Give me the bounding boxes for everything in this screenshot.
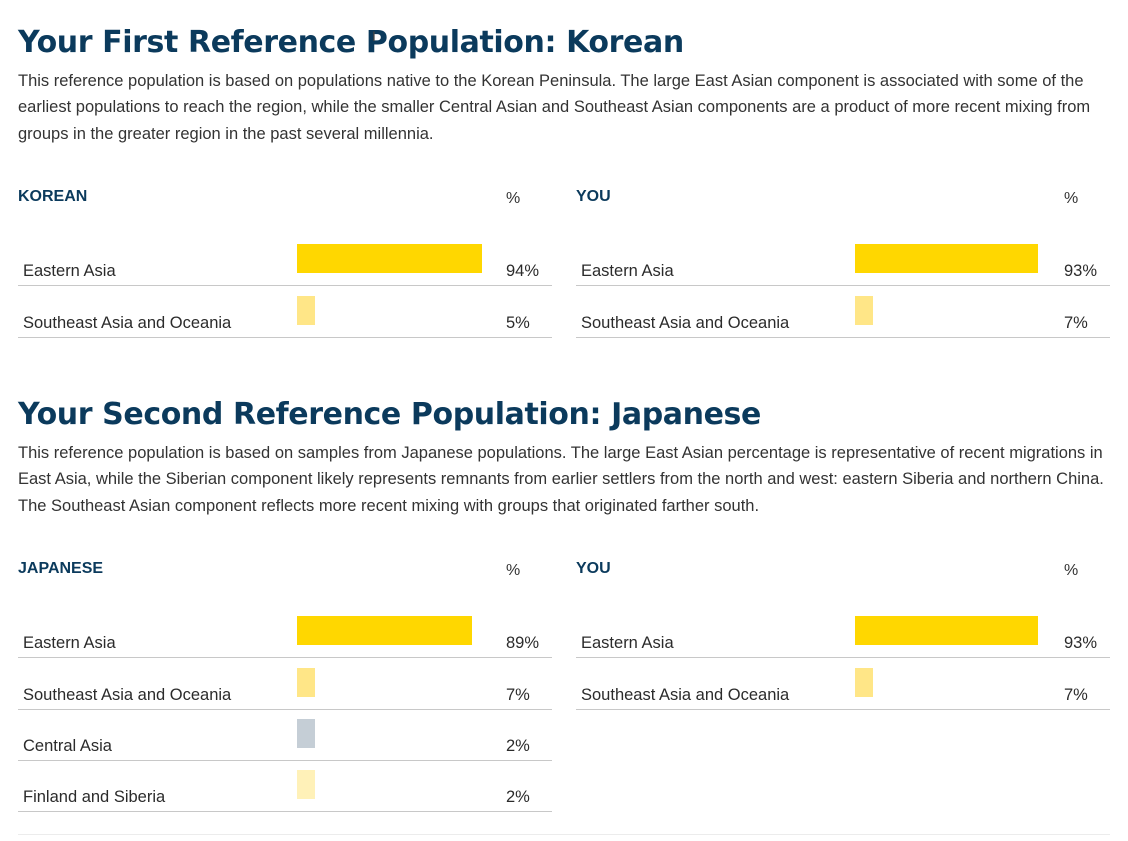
percentage-bar: [855, 244, 1038, 273]
percentage-bar: [855, 668, 873, 697]
row-value: 2%: [506, 788, 530, 806]
percentage-bar: [297, 668, 315, 697]
percentage-bar: [855, 296, 873, 325]
row-value: 5%: [506, 314, 530, 332]
row-label: Southeast Asia and Oceania: [23, 314, 232, 332]
population-table-korean: KOREAN % Eastern Asia 94% Southeast Asia…: [18, 188, 552, 338]
percent-header: %: [1064, 190, 1079, 207]
row-value: 93%: [1064, 634, 1098, 652]
row-label: Eastern Asia: [23, 262, 116, 280]
table-header: KOREAN %: [18, 188, 552, 212]
text-cursor-icon: I: [372, 28, 376, 44]
percentage-bar: [855, 616, 1038, 645]
table-row: Central Asia 2%: [18, 719, 552, 761]
table-row: Southeast Asia and Oceania 7%: [576, 296, 1110, 338]
row-label: Eastern Asia: [23, 634, 116, 652]
table-header: JAPANESE %: [18, 560, 552, 584]
table-row: Southeast Asia and Oceania 7%: [576, 668, 1110, 710]
row-value: 94%: [506, 262, 540, 280]
percentage-bar: [297, 244, 482, 273]
row-label: Southeast Asia and Oceania: [23, 686, 232, 704]
percent-header: %: [506, 562, 521, 579]
table-row: Eastern Asia 94%: [18, 244, 552, 286]
row-value: 7%: [1064, 314, 1088, 332]
row-value: 93%: [1064, 262, 1098, 280]
reference-section-japanese: Your Second Reference Population: Japane…: [18, 396, 1110, 812]
population-table-you: YOU % Eastern Asia 93% Southeast Asia an…: [576, 560, 1110, 710]
percent-header: %: [1064, 562, 1079, 579]
table-title: YOU: [576, 188, 611, 205]
row-value: 2%: [506, 737, 530, 755]
row-value: 7%: [506, 686, 530, 704]
table-title: KOREAN: [18, 188, 88, 205]
table-title: YOU: [576, 560, 611, 577]
section-title: Your First Reference Population: Korean: [18, 25, 684, 60]
section-description: This reference population is based on po…: [18, 72, 1091, 143]
table-title: JAPANESE: [18, 560, 104, 577]
population-table-you: YOU % Eastern Asia 93% Southeast Asia an…: [576, 188, 1110, 338]
divider: [18, 834, 1110, 835]
percentage-bar: [297, 719, 315, 748]
row-label: Eastern Asia: [581, 262, 674, 280]
row-label: Southeast Asia and Oceania: [581, 314, 790, 332]
table-row: Southeast Asia and Oceania 5%: [18, 296, 552, 338]
population-table-japanese: JAPANESE % Eastern Asia 89% Southeast As…: [18, 560, 552, 812]
percentage-bar: [297, 616, 472, 645]
table-header: YOU %: [576, 188, 1110, 212]
table-row: Eastern Asia 89%: [18, 616, 552, 658]
section-description: This reference population is based on sa…: [18, 444, 1104, 515]
reference-section-korean: Your First Reference Population: Korean …: [18, 24, 1110, 338]
percentage-bar: [297, 770, 315, 799]
section-title: Your Second Reference Population: Japane…: [18, 397, 761, 432]
row-value: 7%: [1064, 686, 1088, 704]
row-label: Southeast Asia and Oceania: [581, 686, 790, 704]
row-label: Central Asia: [23, 737, 112, 755]
table-row: Southeast Asia and Oceania 7%: [18, 668, 552, 710]
table-row: Eastern Asia 93%: [576, 244, 1110, 286]
table-row: Eastern Asia 93%: [576, 616, 1110, 658]
row-label: Eastern Asia: [581, 634, 674, 652]
table-header: YOU %: [576, 560, 1110, 584]
percentage-bar: [297, 296, 315, 325]
row-value: 89%: [506, 634, 540, 652]
row-label: Finland and Siberia: [23, 788, 166, 806]
percent-header: %: [506, 190, 521, 207]
table-row: Finland and Siberia 2%: [18, 770, 552, 812]
